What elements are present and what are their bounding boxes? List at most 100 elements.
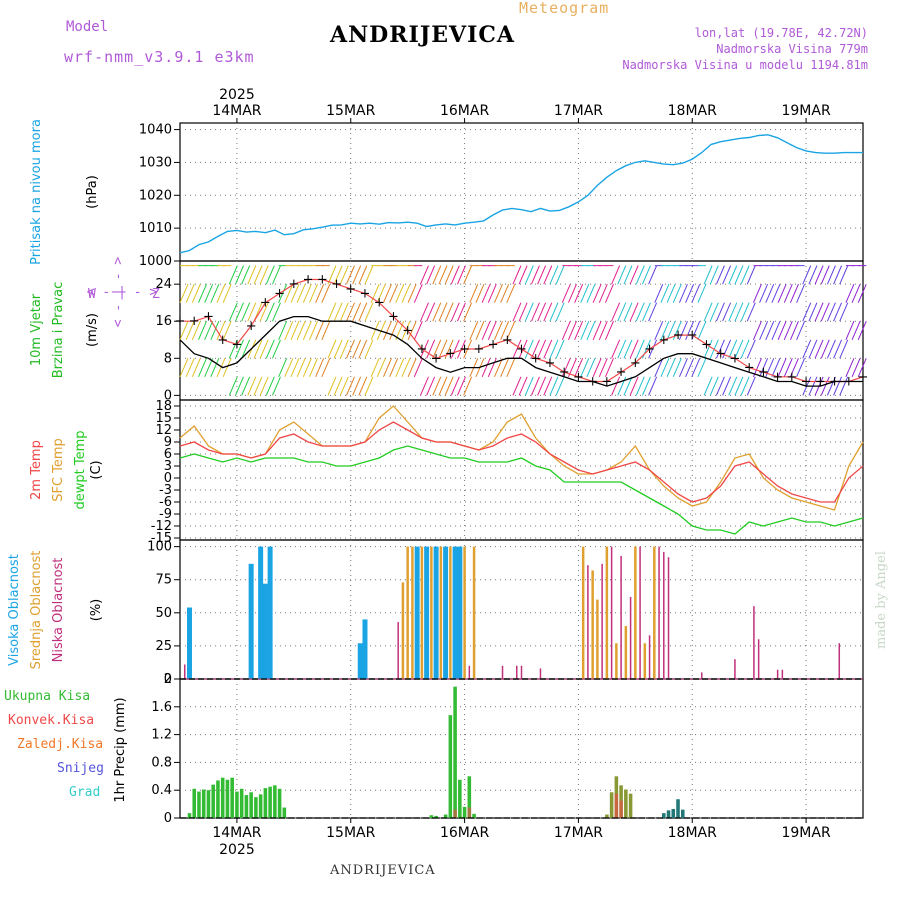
low-cloud-bar: [629, 596, 632, 679]
date-label-bottom: 17MAR: [554, 825, 603, 841]
wind-unit: (m/s): [85, 313, 100, 347]
wind-barb: [845, 283, 855, 303]
wind-barb: [752, 283, 762, 303]
wind-barb: [346, 376, 355, 396]
station-title: ANDRIJEVICA: [330, 22, 515, 48]
wind-barb: [210, 321, 220, 340]
wind-barb: [728, 376, 738, 396]
model-elevation-label: Nadmorska Visina u modelu 1194.81m: [622, 58, 868, 72]
conv-precip-bar: [467, 807, 472, 818]
wind-barb: [179, 283, 189, 303]
y-tick-label: 0.8: [151, 755, 172, 770]
wind-barb: [796, 358, 806, 378]
wind-barb: [438, 376, 448, 396]
date-label-bottom: 15MAR: [326, 825, 375, 841]
mid-cloud-bar: [653, 546, 656, 679]
wind-barb: [376, 321, 386, 340]
mid-cloud-bar: [401, 582, 405, 679]
low-cloud-bar: [520, 665, 523, 679]
wind-barb: [376, 358, 386, 378]
wind-barb: [617, 302, 627, 322]
wind-barb: [715, 339, 725, 359]
conv-precip-bar: [614, 793, 619, 818]
wind-barb: [204, 321, 214, 340]
wind-barb: [672, 358, 682, 378]
wind-barb: [315, 358, 325, 378]
wind-barb: [352, 302, 362, 322]
wind-barb: [364, 265, 374, 285]
wind-barb: [494, 321, 503, 340]
wind-barb: [475, 321, 485, 340]
model-label: Model: [66, 19, 109, 35]
total-precip-bar: [273, 785, 277, 818]
compass-w: W: [88, 287, 96, 302]
total-precip-bar: [239, 788, 244, 818]
low-cloud-bar: [639, 546, 641, 679]
gust-marker: +: [303, 273, 314, 288]
mid-cloud-bar: [643, 643, 647, 679]
gust-marker: +: [402, 324, 413, 339]
total-precip-bar: [277, 788, 282, 818]
wind-barb: [296, 358, 306, 378]
y-tick-label: 100: [147, 540, 172, 555]
wind-barb: [604, 283, 614, 303]
wind-barb: [432, 376, 442, 396]
compass-vertical: < - | - >: [111, 257, 126, 328]
wind-barb: [204, 358, 214, 378]
wind-barb: [808, 339, 818, 359]
wind-barb: [728, 339, 738, 359]
wind-barb: [278, 358, 288, 378]
wind-barb: [623, 265, 633, 285]
wind-barb: [222, 283, 232, 303]
date-label-bottom: 16MAR: [440, 825, 489, 841]
wind-barb: [561, 321, 571, 340]
wind-barb: [765, 321, 775, 340]
wind-barb: [457, 302, 466, 322]
wind-barb: [253, 376, 263, 396]
gust-marker: +: [217, 333, 228, 348]
low-cloud-bar: [183, 664, 186, 679]
wind-barb: [352, 265, 362, 285]
total-precip-bar: [624, 789, 628, 818]
gust-marker: +: [459, 342, 470, 357]
wind-barb: [660, 358, 670, 378]
wind-barb: [241, 339, 251, 359]
wind-barb: [802, 302, 812, 322]
low-cloud-bar: [667, 557, 670, 679]
wind-barb: [383, 358, 392, 378]
wind-barb: [333, 376, 343, 396]
wind-barb: [561, 283, 571, 303]
wind-barb: [216, 358, 226, 378]
mid-cloud-bar: [581, 546, 585, 679]
gust-marker: +: [644, 342, 655, 357]
wind-barb: [722, 302, 732, 322]
wind-barb: [789, 283, 799, 303]
wind-barb: [740, 302, 750, 322]
wind-barb: [851, 358, 861, 378]
wind-barb: [321, 321, 331, 340]
low-cloud-ylabel: Niska Oblacnost: [51, 558, 66, 663]
wind-barb: [191, 358, 201, 378]
y-tick-label: 18: [155, 399, 172, 414]
wind-barb: [259, 265, 269, 285]
y-tick-label: 1010: [139, 221, 172, 236]
y-tick-label: 0: [164, 811, 172, 826]
y-tick-label: -12: [151, 519, 172, 534]
wind-barb: [259, 339, 269, 359]
y-tick-label: 9: [164, 435, 172, 450]
wind-barb: [771, 358, 781, 378]
gust-marker: +: [516, 342, 527, 357]
wind-barb: [475, 283, 485, 303]
model-name: wrf-nmm_v3.9.1 e3km: [64, 48, 255, 66]
total-precip-bar: [609, 792, 614, 818]
wind-barb: [309, 321, 318, 340]
total-precip-bar: [467, 776, 472, 818]
wind-speed-line: [179, 315, 863, 387]
wind-barb: [210, 358, 220, 378]
total-precip-bar: [211, 784, 215, 818]
low-cloud-bar: [658, 546, 660, 679]
wind-barb: [272, 265, 281, 285]
wind-barb: [333, 339, 343, 359]
wind-barb: [678, 358, 688, 378]
gust-marker: +: [246, 319, 257, 334]
